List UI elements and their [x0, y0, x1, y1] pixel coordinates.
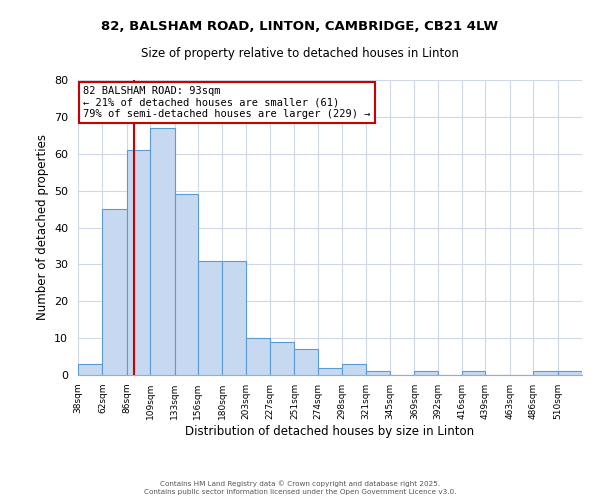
Bar	[127, 150, 150, 375]
Bar	[533, 372, 557, 375]
Text: 82, BALSHAM ROAD, LINTON, CAMBRIDGE, CB21 4LW: 82, BALSHAM ROAD, LINTON, CAMBRIDGE, CB2…	[101, 20, 499, 33]
Bar	[342, 364, 365, 375]
Bar	[175, 194, 198, 375]
Bar	[78, 364, 103, 375]
Bar	[365, 372, 390, 375]
Text: 82 BALSHAM ROAD: 93sqm
← 21% of detached houses are smaller (61)
79% of semi-det: 82 BALSHAM ROAD: 93sqm ← 21% of detached…	[83, 86, 371, 119]
Bar	[270, 342, 295, 375]
Text: Contains HM Land Registry data © Crown copyright and database right 2025.
Contai: Contains HM Land Registry data © Crown c…	[144, 480, 456, 495]
Bar	[198, 260, 222, 375]
Bar	[150, 128, 175, 375]
Text: Size of property relative to detached houses in Linton: Size of property relative to detached ho…	[141, 48, 459, 60]
Bar	[222, 260, 245, 375]
Bar	[295, 349, 318, 375]
Bar	[462, 372, 485, 375]
Y-axis label: Number of detached properties: Number of detached properties	[35, 134, 49, 320]
Bar	[318, 368, 342, 375]
X-axis label: Distribution of detached houses by size in Linton: Distribution of detached houses by size …	[185, 424, 475, 438]
Bar	[103, 209, 127, 375]
Bar	[415, 372, 438, 375]
Bar	[245, 338, 270, 375]
Bar	[557, 372, 582, 375]
